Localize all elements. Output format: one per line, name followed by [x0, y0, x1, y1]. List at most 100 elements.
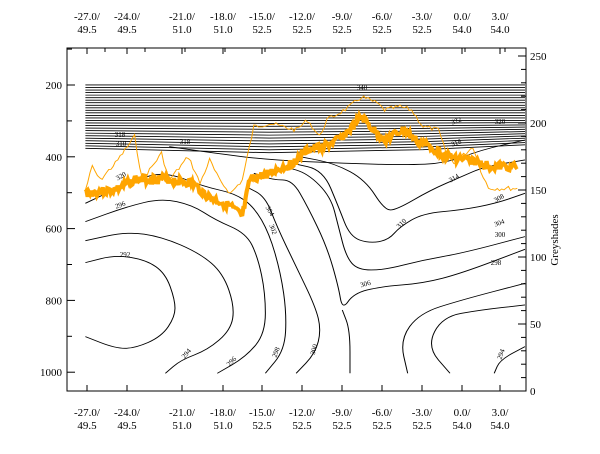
contour-label: 318	[180, 138, 191, 146]
contour-label: 300	[495, 231, 506, 239]
contour-line	[85, 199, 266, 374]
x-tick-label-top-lat: 54.0	[490, 24, 510, 36]
right-tick-label: 100	[530, 252, 547, 264]
greyshade-mean-line	[83, 109, 519, 218]
right-tick-label: 150	[530, 185, 547, 197]
contour-label: 318	[115, 131, 126, 139]
contour-line	[493, 346, 526, 374]
contour-line	[85, 128, 525, 133]
y-tick-label: 800	[46, 295, 63, 307]
contour-line	[292, 162, 526, 243]
x-tick-label-top-lon: -3.0/	[412, 11, 433, 23]
contour-label: 314	[447, 172, 461, 184]
x-tick-label-bottom-lon: -24.0/	[114, 407, 141, 419]
contour-label: 294	[496, 348, 507, 361]
contour-label: 296	[225, 355, 238, 368]
x-tick-label-top-lon: -27.0/	[74, 11, 101, 23]
x-tick-label-top-lon: 3.0/	[492, 11, 510, 23]
x-tick-label-bottom-lat: 52.5	[372, 420, 392, 432]
contour-line	[85, 124, 525, 127]
contour-line	[85, 137, 525, 145]
contour-label: 320	[495, 118, 506, 126]
contour-label: 322	[450, 115, 463, 126]
contour-label: 306	[359, 279, 372, 290]
right-tick-label: 50	[530, 319, 542, 331]
x-tick-label-top-lon: -18.0/	[210, 11, 237, 23]
x-tick-label-top-lon: -15.0/	[249, 11, 276, 23]
y-tick-label: 1000	[40, 367, 63, 379]
x-tick-label-bottom-lat: 54.0	[490, 420, 510, 432]
x-tick-label-top-lon: 0.0/	[454, 11, 472, 23]
axes: -27.0/49.5-27.0/49.5-24.0/49.5-24.0/49.5…	[40, 11, 547, 432]
right-tick-label: 250	[530, 51, 547, 63]
right-axis-label: Greyshades	[549, 214, 561, 265]
x-tick-label-top-lat: 52.5	[292, 24, 312, 36]
x-tick-label-bottom-lon: -18.0/	[210, 407, 237, 419]
contour-label: 310	[116, 140, 127, 148]
contour-label: 292	[120, 251, 131, 259]
y-tick-label: 400	[46, 152, 63, 164]
x-tick-label-bottom-lon: -6.0/	[372, 407, 393, 419]
x-tick-label-top-lat: 49.5	[117, 24, 137, 36]
contour-label: 318	[450, 137, 463, 148]
x-tick-label-bottom-lon: -21.0/	[169, 407, 196, 419]
contour-line	[85, 256, 176, 349]
x-tick-label-bottom-lon: -12.0/	[289, 407, 316, 419]
contour-label: 340	[357, 84, 368, 92]
contour-label: 304	[264, 204, 276, 218]
x-tick-label-top-lon: -9.0/	[332, 11, 353, 23]
x-tick-label-top-lat: 51.0	[172, 24, 192, 36]
x-tick-label-bottom-lat: 52.5	[412, 420, 432, 432]
x-tick-label-top-lat: 51.0	[213, 24, 233, 36]
x-tick-label-top-lat: 52.5	[252, 24, 272, 36]
contour-line	[431, 304, 526, 374]
contour-line	[85, 126, 525, 130]
contour-line	[85, 232, 234, 374]
contour-line	[284, 166, 526, 271]
contour-line	[341, 309, 351, 374]
contour-label: 304	[493, 217, 506, 228]
x-tick-label-bottom-lat: 52.5	[332, 420, 352, 432]
contour-line	[85, 139, 526, 148]
contour-label: 302	[267, 223, 278, 236]
x-tick-label-top-lon: -6.0/	[372, 11, 393, 23]
contour-label: 300	[309, 343, 320, 356]
contour-lines	[85, 84, 526, 374]
contour-line	[85, 122, 525, 124]
contour-line	[85, 135, 525, 142]
x-tick-label-bottom-lon: 0.0/	[454, 407, 472, 419]
contour-line	[85, 144, 526, 154]
x-tick-label-bottom-lat: 49.5	[117, 420, 137, 432]
contour-line	[253, 172, 526, 306]
y-tick-label: 200	[46, 80, 63, 92]
x-tick-label-top-lon: -12.0/	[289, 11, 316, 23]
contour-label: 298	[271, 346, 282, 359]
contour-line	[402, 282, 526, 374]
x-tick-label-bottom-lon: -3.0/	[412, 407, 433, 419]
x-tick-label-top-lat: 49.5	[77, 24, 97, 36]
contour-label: 294	[180, 347, 193, 361]
greyshade-max-line	[84, 95, 518, 194]
x-tick-label-top-lon: -24.0/	[114, 11, 141, 23]
x-tick-label-top-lat: 54.0	[452, 24, 472, 36]
contour-labels: 292 294 296 298 300 302 304 306 310 314 318 322 320 3…	[114, 84, 507, 368]
contour-line	[245, 186, 321, 374]
x-tick-label-top-lat: 52.5	[332, 24, 352, 36]
contour-label: 308	[492, 192, 506, 204]
contour-label: 310	[395, 217, 408, 230]
x-tick-label-bottom-lon: 3.0/	[492, 407, 510, 419]
x-tick-label-top-lat: 52.5	[412, 24, 432, 36]
x-tick-label-bottom-lat: 51.0	[172, 420, 192, 432]
contour-label: 296	[114, 199, 127, 210]
x-tick-label-top-lat: 52.5	[372, 24, 392, 36]
contour-label: 298	[491, 259, 502, 267]
right-tick-label: 0	[530, 386, 536, 398]
x-tick-label-bottom-lon: -15.0/	[249, 407, 276, 419]
y-tick-label: 600	[46, 224, 63, 236]
x-tick-label-bottom-lat: 49.5	[77, 420, 97, 432]
right-tick-label: 200	[530, 118, 547, 130]
x-tick-label-bottom-lon: -27.0/	[74, 407, 101, 419]
greyshade-lines	[83, 95, 519, 218]
